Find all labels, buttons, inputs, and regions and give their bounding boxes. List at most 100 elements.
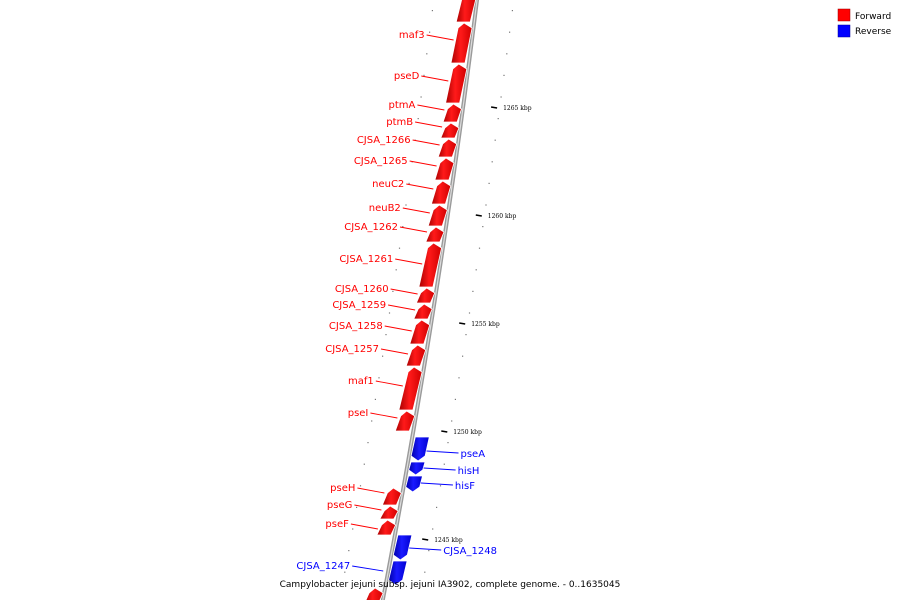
minor-tick bbox=[511, 10, 513, 12]
forward-gene-arrow bbox=[418, 242, 443, 288]
gene-leader-line bbox=[354, 504, 382, 511]
minor-tick bbox=[428, 550, 430, 552]
gene-leader-line bbox=[415, 121, 443, 128]
minor-tick bbox=[408, 182, 410, 184]
forward-gene-arrow bbox=[430, 180, 452, 205]
gene-leader-line bbox=[409, 160, 437, 167]
gene-leader-line bbox=[350, 523, 378, 530]
genome-caption: Campylobacter jejuni subsp. jejuni IA390… bbox=[280, 580, 621, 590]
minor-tick bbox=[426, 53, 428, 55]
minor-tick bbox=[420, 96, 422, 98]
forward-gene-arrow bbox=[413, 303, 433, 320]
reverse-gene-arrow bbox=[405, 475, 424, 493]
forward-gene-arrow bbox=[365, 587, 384, 600]
gene-leader-line bbox=[409, 547, 442, 551]
minor-tick bbox=[458, 377, 460, 379]
major-tick-outer bbox=[475, 214, 482, 217]
gene-leader-line bbox=[380, 348, 409, 355]
minor-tick bbox=[468, 312, 471, 314]
gene-leader-line bbox=[423, 467, 456, 471]
minor-tick bbox=[388, 312, 391, 314]
gene-label-psei: pseI bbox=[348, 408, 369, 419]
minor-tick bbox=[475, 269, 477, 271]
genome-backbone bbox=[380, 0, 480, 600]
minor-tick bbox=[382, 355, 384, 357]
minor-tick bbox=[359, 485, 362, 487]
minor-tick bbox=[367, 442, 369, 444]
reverse-gene-arrow bbox=[408, 461, 426, 476]
gene-label-psef: pseF bbox=[325, 519, 349, 530]
minor-tick bbox=[494, 139, 496, 141]
forward-gene-arrow bbox=[437, 138, 458, 158]
scale-tick-label: 1245 kbp bbox=[434, 537, 463, 544]
gene-labels: maf3 pseD ptmA ptmB CJSA_1266 CJSA_1265 neuC2 n… bbox=[296, 30, 497, 572]
gene-leader-line bbox=[412, 139, 440, 146]
gene-features bbox=[365, 0, 477, 600]
gene-label-cjsa-1265: CJSA_1265 bbox=[354, 156, 408, 167]
gene-leader-line bbox=[357, 487, 385, 494]
minor-tick bbox=[348, 550, 350, 552]
gene-label-cjsa-1248: CJSA_1248 bbox=[443, 546, 497, 557]
gene-label-neuc2: neuC2 bbox=[372, 179, 404, 190]
forward-gene-arrow bbox=[425, 226, 445, 243]
legend-swatch-reverse bbox=[837, 24, 851, 38]
forward-gene-arrow bbox=[440, 122, 460, 139]
gene-leader-line bbox=[421, 75, 449, 82]
minor-tick bbox=[472, 290, 474, 292]
minor-tick bbox=[482, 226, 484, 228]
forward-gene-arrow bbox=[394, 410, 416, 432]
minor-tick bbox=[352, 528, 354, 530]
gene-leader-line bbox=[426, 34, 454, 41]
minor-tick bbox=[451, 420, 453, 422]
forward-gene-arrow bbox=[381, 487, 402, 506]
gene-label-cjsa-1247: CJSA_1247 bbox=[296, 561, 350, 572]
gene-leader-line bbox=[352, 565, 384, 572]
gene-leader-line bbox=[420, 482, 453, 486]
minor-tick bbox=[491, 161, 493, 163]
minor-tick bbox=[447, 442, 449, 444]
forward-gene-arrow bbox=[415, 287, 436, 304]
gene-label-ptmb: ptmB bbox=[386, 117, 413, 128]
minor-tick bbox=[424, 571, 426, 573]
gene-leader-line bbox=[388, 304, 416, 311]
forward-gene-arrow bbox=[379, 505, 399, 520]
forward-gene-arrow bbox=[442, 103, 462, 123]
minor-tick bbox=[378, 377, 380, 379]
forward-gene-arrow bbox=[409, 319, 431, 345]
legend-label-reverse: Reverse bbox=[855, 27, 892, 37]
gene-label-cjsa-1259: CJSA_1259 bbox=[332, 300, 386, 311]
minor-tick bbox=[402, 226, 404, 228]
minor-tick bbox=[488, 182, 490, 184]
forward-gene-arrow bbox=[445, 63, 468, 104]
gene-label-maf1: maf1 bbox=[348, 376, 374, 387]
scale-tick-label: 1250 kbp bbox=[453, 429, 482, 436]
forward-gene-arrow bbox=[427, 204, 448, 227]
forward-gene-arrow bbox=[376, 519, 397, 536]
minor-tick bbox=[417, 118, 419, 120]
scale-tick-label: 1260 kbp bbox=[488, 213, 517, 220]
gene-label-neub2: neuB2 bbox=[369, 203, 401, 214]
minor-tick bbox=[398, 247, 401, 249]
minor-tick bbox=[374, 398, 376, 400]
minor-tick bbox=[462, 355, 464, 357]
gene-leader-line bbox=[375, 380, 403, 387]
minor-tick bbox=[423, 74, 425, 76]
reverse-gene-arrow bbox=[392, 534, 413, 561]
legend-label-forward: Forward bbox=[855, 12, 891, 22]
minor-tick bbox=[344, 571, 346, 573]
reverse-gene-arrow bbox=[388, 560, 408, 586]
forward-gene-arrow bbox=[434, 157, 455, 181]
scale-tick-label: 1255 kbp bbox=[471, 321, 500, 328]
gene-leader-line bbox=[370, 412, 398, 419]
gene-leader-line bbox=[402, 207, 430, 214]
scale-tick-label: 1265 kbp bbox=[503, 105, 532, 112]
legend-swatch-forward bbox=[837, 8, 851, 22]
major-tick-outer bbox=[459, 322, 466, 325]
minor-tick bbox=[509, 31, 511, 33]
minor-tick bbox=[371, 420, 373, 422]
minor-tick bbox=[454, 398, 456, 400]
minor-tick bbox=[443, 463, 445, 465]
gene-label-pseg: pseG bbox=[327, 500, 352, 511]
major-tick-outer bbox=[441, 430, 448, 433]
